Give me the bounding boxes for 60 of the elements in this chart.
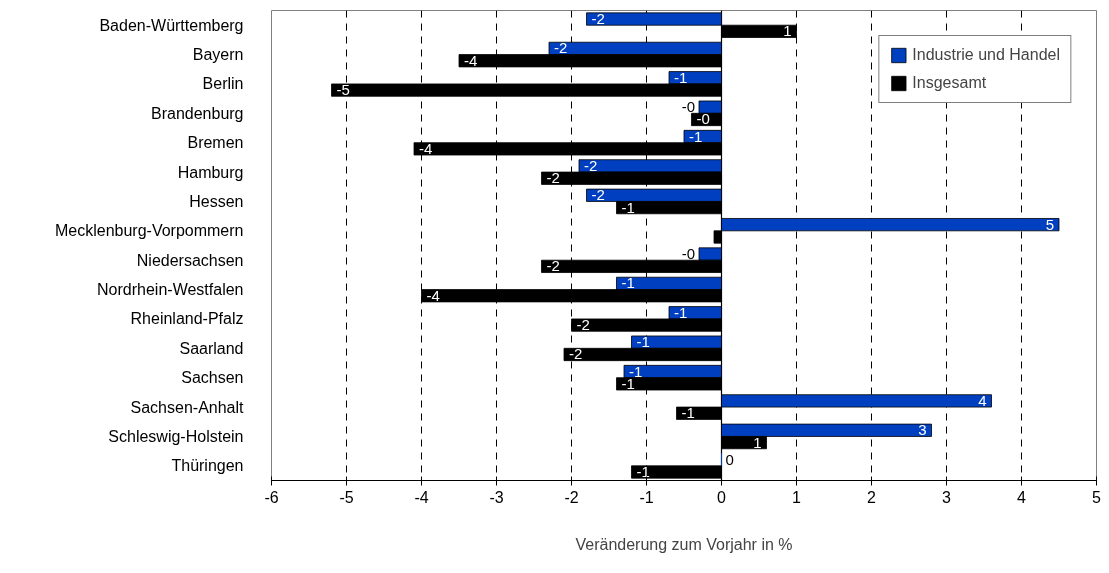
data-label: -2 [591,186,605,204]
x-tick-label: -2 [564,488,579,506]
data-label: -1 [689,127,703,145]
y-tick-label: Mecklenburg-Vorpommern [54,222,244,240]
data-label: 3 [918,421,927,439]
data-label: 1 [783,22,792,40]
y-tick-label: Hamburg [177,163,244,181]
x-tick-label: -4 [414,488,429,506]
data-label: 5 [1045,215,1054,233]
legend-label: Industrie und Handel [912,46,1060,64]
data-label: -0 [696,110,710,128]
data-label: -2 [554,39,568,57]
data-label: -1 [674,303,688,321]
y-tick-label: Saarland [179,339,244,357]
data-label: -2 [569,345,583,363]
data-label: -4 [419,139,433,157]
y-tick-label: Sachsen [181,369,244,387]
y-tick-label: Bayern [192,46,244,64]
x-tick-label: 5 [1092,488,1102,506]
data-label: -1 [674,68,688,86]
y-tick-label: Rheinland-Pfalz [130,310,244,328]
data-label: -2 [546,169,560,187]
data-label: -0 [681,245,696,263]
x-tick-label: -6 [264,488,279,506]
data-label: -1 [636,333,650,351]
data-label: -2 [546,257,560,275]
data-label: -1 [621,274,635,292]
x-tick-label: 2 [867,488,877,506]
x-tick-label: -3 [489,488,504,506]
x-tick-label: -1 [639,488,654,506]
x-tick-label: -5 [339,488,354,506]
data-label: 4 [978,391,987,409]
data-label: -1 [636,462,650,480]
x-tick-label: 1 [792,488,802,506]
y-tick-label: Brandenburg [150,104,244,122]
legend-label: Insgesamt [912,74,987,92]
x-tick-label: 0 [717,488,727,506]
y-tick-label: Nordrhein-Westfalen [97,281,244,299]
y-tick-label: Schleswig-Holstein [108,427,244,445]
data-label: -1 [621,198,635,216]
x-tick-label: 3 [942,488,952,506]
data-label: -2 [591,10,605,28]
y-tick-label: Niedersachsen [136,251,244,269]
y-tick-label: Baden-Württemberg [99,16,244,34]
y-tick-label: Berlin [202,75,244,93]
data-label: 1 [753,433,762,451]
data-label: -4 [426,286,440,304]
data-label: -4 [464,51,478,69]
y-tick-label: Bremen [187,134,244,152]
x-tick-label: 4 [1017,488,1027,506]
y-tick-label: Sachsen-Anhalt [130,398,245,416]
data-label: -0 [681,98,696,116]
data-label: -2 [576,316,590,334]
data-label: -1 [681,404,695,422]
data-label: 0 [725,450,734,468]
y-tick-label: Hessen [189,192,244,210]
data-label: -5 [336,81,350,99]
y-tick-label: Thüringen [171,457,244,475]
x-axis-title: Veränderung zum Vorjahr in % [575,535,793,553]
data-label: -2 [584,156,598,174]
